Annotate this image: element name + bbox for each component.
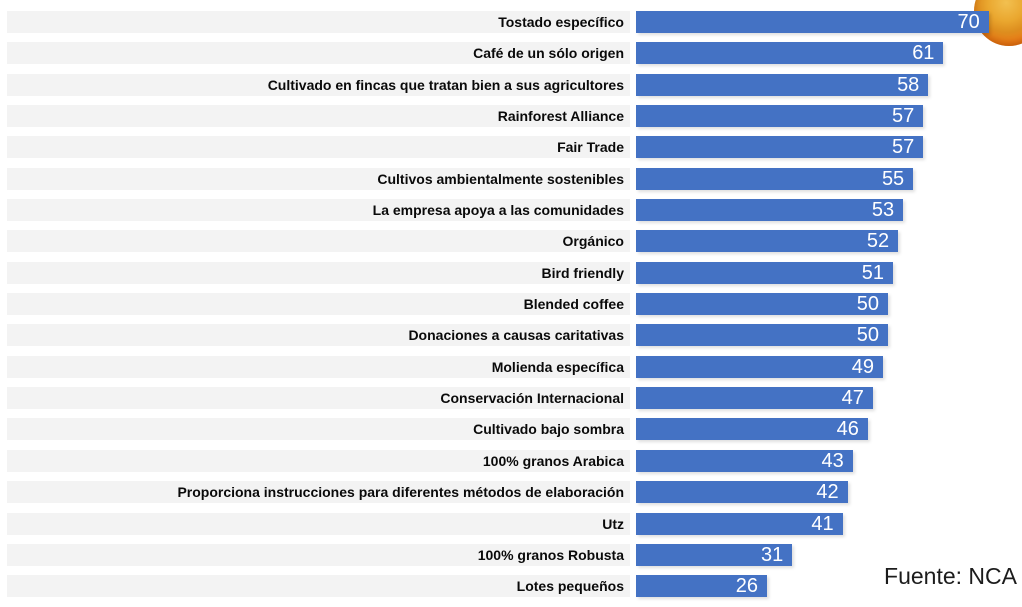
value-label: 51	[861, 261, 885, 284]
bar: 70	[636, 11, 989, 33]
category-label: 100% granos Arabica	[482, 452, 624, 469]
bar: 49	[636, 355, 883, 378]
bar: 58	[636, 73, 929, 96]
row-band: Cultivado bajo sombra	[7, 418, 630, 441]
category-label: Rainforest Alliance	[497, 108, 624, 125]
row-band: 100% granos Arabica	[7, 449, 630, 472]
bar: 57	[636, 105, 924, 128]
row-band: Lotes pequeños	[7, 575, 630, 598]
chart-row: Tostado específico 70	[0, 11, 1022, 33]
value-label: 70	[957, 11, 980, 33]
chart-row: Lotes pequeños 26	[0, 575, 1022, 598]
category-label: Utz	[602, 515, 624, 532]
value-label: 57	[892, 136, 915, 159]
value-label: 50	[856, 293, 879, 316]
bar: 50	[636, 324, 888, 347]
row-band: 100% granos Robusta	[7, 543, 630, 566]
bar: 31	[636, 543, 793, 566]
category-label: Tostado específico	[498, 14, 624, 30]
category-label: 100% granos Robusta	[477, 546, 624, 563]
category-label: Proporciona instrucciones para diferente…	[177, 484, 624, 501]
chart-row: Orgánico 52	[0, 230, 1022, 253]
chart-row: Utz 41	[0, 512, 1022, 535]
chart-row: Cultivado bajo sombra 46	[0, 418, 1022, 441]
value-label: 31	[760, 543, 784, 566]
category-label: Blended coffee	[523, 296, 624, 313]
category-label: Café de un sólo origen	[473, 45, 624, 62]
row-band: Molienda específica	[7, 355, 630, 378]
value-label: 55	[881, 167, 905, 190]
row-band: Utz	[7, 512, 630, 535]
row-band: La empresa apoya a las comunidades	[7, 199, 630, 222]
chart-row: Donaciones a causas caritativas 50	[0, 324, 1022, 347]
chart-row: Cultivos ambientalmente sostenibles 55	[0, 167, 1022, 190]
category-label: Lotes pequeños	[516, 578, 624, 595]
category-label: Fair Trade	[557, 139, 624, 156]
row-band: Conservación Internacional	[7, 387, 630, 410]
chart-row: Proporciona instrucciones para diferente…	[0, 481, 1022, 504]
row-band: Proporciona instrucciones para diferente…	[7, 481, 630, 504]
value-label: 53	[871, 199, 895, 222]
value-label: 58	[897, 73, 920, 96]
category-label: Conservación Internacional	[440, 390, 624, 407]
value-label: 26	[735, 575, 759, 598]
chart-row: Conservación Internacional 47	[0, 387, 1022, 410]
value-label: 41	[811, 512, 834, 535]
value-label: 50	[856, 324, 879, 347]
category-label: Cultivado en fincas que tratan bien a su…	[267, 76, 624, 93]
row-band: Bird friendly	[7, 261, 630, 284]
value-label: 49	[851, 355, 874, 378]
bar: 51	[636, 261, 894, 284]
bar: 26	[636, 575, 768, 598]
bar: 41	[636, 512, 843, 535]
row-band: Café de un sólo origen	[7, 42, 630, 65]
chart-row: Cultivado en fincas que tratan bien a su…	[0, 73, 1022, 96]
value-label: 42	[816, 481, 839, 504]
chart-row: Blended coffee 50	[0, 293, 1022, 316]
row-band: Donaciones a causas caritativas	[7, 324, 630, 347]
row-band: Fair Trade	[7, 136, 630, 159]
chart-row: Fair Trade 57	[0, 136, 1022, 159]
bar: 61	[636, 42, 944, 65]
bar: 43	[636, 449, 853, 472]
chart-row: Café de un sólo origen 61	[0, 42, 1022, 65]
chart-row: Molienda específica 49	[0, 355, 1022, 378]
chart-row: Bird friendly 51	[0, 261, 1022, 284]
category-label: Donaciones a causas caritativas	[408, 327, 624, 344]
chart-rows: Tostado específico 70 Café de un sólo orig…	[0, 11, 1022, 598]
source-caption: Fuente: NCA	[884, 563, 1017, 589]
category-label: Orgánico	[562, 233, 624, 250]
row-band: Cultivos ambientalmente sostenibles	[7, 167, 630, 190]
value-label: 43	[821, 449, 844, 472]
row-band: Cultivado en fincas que tratan bien a su…	[7, 73, 630, 96]
row-band: Tostado específico	[7, 11, 630, 33]
category-label: Cultivado bajo sombra	[473, 421, 624, 438]
bar: 42	[636, 481, 848, 504]
chart-row: 100% granos Robusta 31	[0, 543, 1022, 566]
bar: 50	[636, 293, 888, 316]
category-label: Molienda específica	[491, 358, 624, 375]
chart-row: Rainforest Alliance 57	[0, 105, 1022, 128]
value-label: 57	[892, 105, 915, 128]
category-label: Bird friendly	[541, 264, 624, 281]
bar: 52	[636, 230, 899, 253]
bar: 55	[636, 167, 914, 190]
bar: 47	[636, 387, 873, 410]
bar: 53	[636, 199, 904, 222]
chart-row: La empresa apoya a las comunidades 53	[0, 199, 1022, 222]
value-label: 61	[912, 42, 935, 65]
category-label: La empresa apoya a las comunidades	[372, 202, 624, 219]
chart-row: 100% granos Arabica 43	[0, 449, 1022, 472]
row-band: Orgánico	[7, 230, 630, 253]
value-label: 46	[836, 418, 859, 441]
bar: 46	[636, 418, 868, 441]
value-label: 52	[866, 230, 890, 253]
category-label: Cultivos ambientalmente sostenibles	[377, 170, 624, 187]
value-label: 47	[841, 387, 864, 410]
row-band: Rainforest Alliance	[7, 105, 630, 128]
bar: 57	[636, 136, 924, 159]
row-band: Blended coffee	[7, 293, 630, 316]
